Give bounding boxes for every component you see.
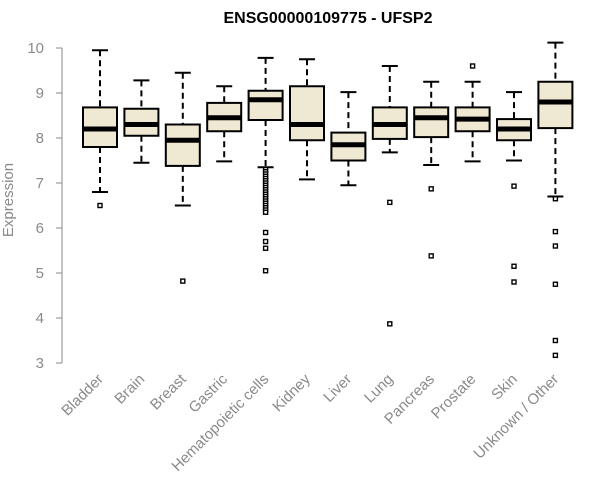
box-11 <box>537 41 574 359</box>
y-tick-label: 6 <box>36 220 44 237</box>
outlier-point <box>262 209 269 215</box>
box-1 <box>123 79 160 164</box>
y-tick-label: 9 <box>36 85 44 102</box>
outlier-point <box>511 279 517 285</box>
outlier-point <box>262 268 269 274</box>
chart-title: ENSG00000109775 - UFSP2 <box>223 10 432 27</box>
y-axis: 3 4 5 6 7 8 9 10 <box>27 40 63 372</box>
x-tick-label: Breast <box>147 370 190 413</box>
box-iqr <box>537 80 574 130</box>
y-tick-label: 3 <box>36 355 44 372</box>
x-tick-label: Prostate <box>428 371 480 423</box>
box-5 <box>289 58 325 181</box>
outlier-point <box>262 238 269 245</box>
outlier-point <box>552 243 559 249</box>
outlier-point <box>262 245 269 251</box>
y-tick-label: 5 <box>36 265 44 282</box>
box-iqr <box>289 85 325 142</box>
outlier-point <box>180 278 186 284</box>
outlier-point <box>552 228 559 235</box>
outlier-point <box>469 63 476 69</box>
outlier-point <box>262 229 269 236</box>
box-iqr <box>164 123 201 167</box>
outlier-point <box>552 337 559 344</box>
outlier-point <box>97 202 103 209</box>
outlier-point <box>428 186 434 192</box>
outlier-point <box>511 183 517 189</box>
outlier-point <box>552 281 559 287</box>
box-3 <box>206 85 243 163</box>
y-tick-label: 4 <box>36 310 44 327</box>
x-tick-label: Kidney <box>269 370 314 415</box>
y-axis-label: Expression <box>0 163 17 237</box>
outlier-point <box>387 321 393 327</box>
outlier-point <box>552 196 559 202</box>
box-9 <box>454 63 491 163</box>
box-8 <box>413 80 450 259</box>
box-4 <box>247 56 284 274</box>
box-0 <box>82 49 118 209</box>
x-tick-label: Liver <box>320 371 355 406</box>
outlier-point <box>387 199 393 206</box>
box-10 <box>496 91 532 285</box>
box-6 <box>330 91 367 187</box>
outlier-point <box>428 253 434 259</box>
x-tick-label: Brain <box>111 371 148 408</box>
box-2 <box>164 71 201 284</box>
box-iqr <box>413 106 450 139</box>
box-iqr <box>247 89 284 121</box>
outlier-point <box>511 263 517 269</box>
boxes-group <box>82 41 574 359</box>
outlier-point <box>552 352 559 359</box>
x-tick-label: Bladder <box>58 371 107 420</box>
box-7 <box>371 65 408 327</box>
y-tick-label: 7 <box>36 175 44 192</box>
y-tick-label: 10 <box>27 40 44 57</box>
x-tick-label: Skin <box>488 371 521 404</box>
y-tick-label: 8 <box>36 130 44 147</box>
x-tick-label: Lung <box>361 371 397 407</box>
